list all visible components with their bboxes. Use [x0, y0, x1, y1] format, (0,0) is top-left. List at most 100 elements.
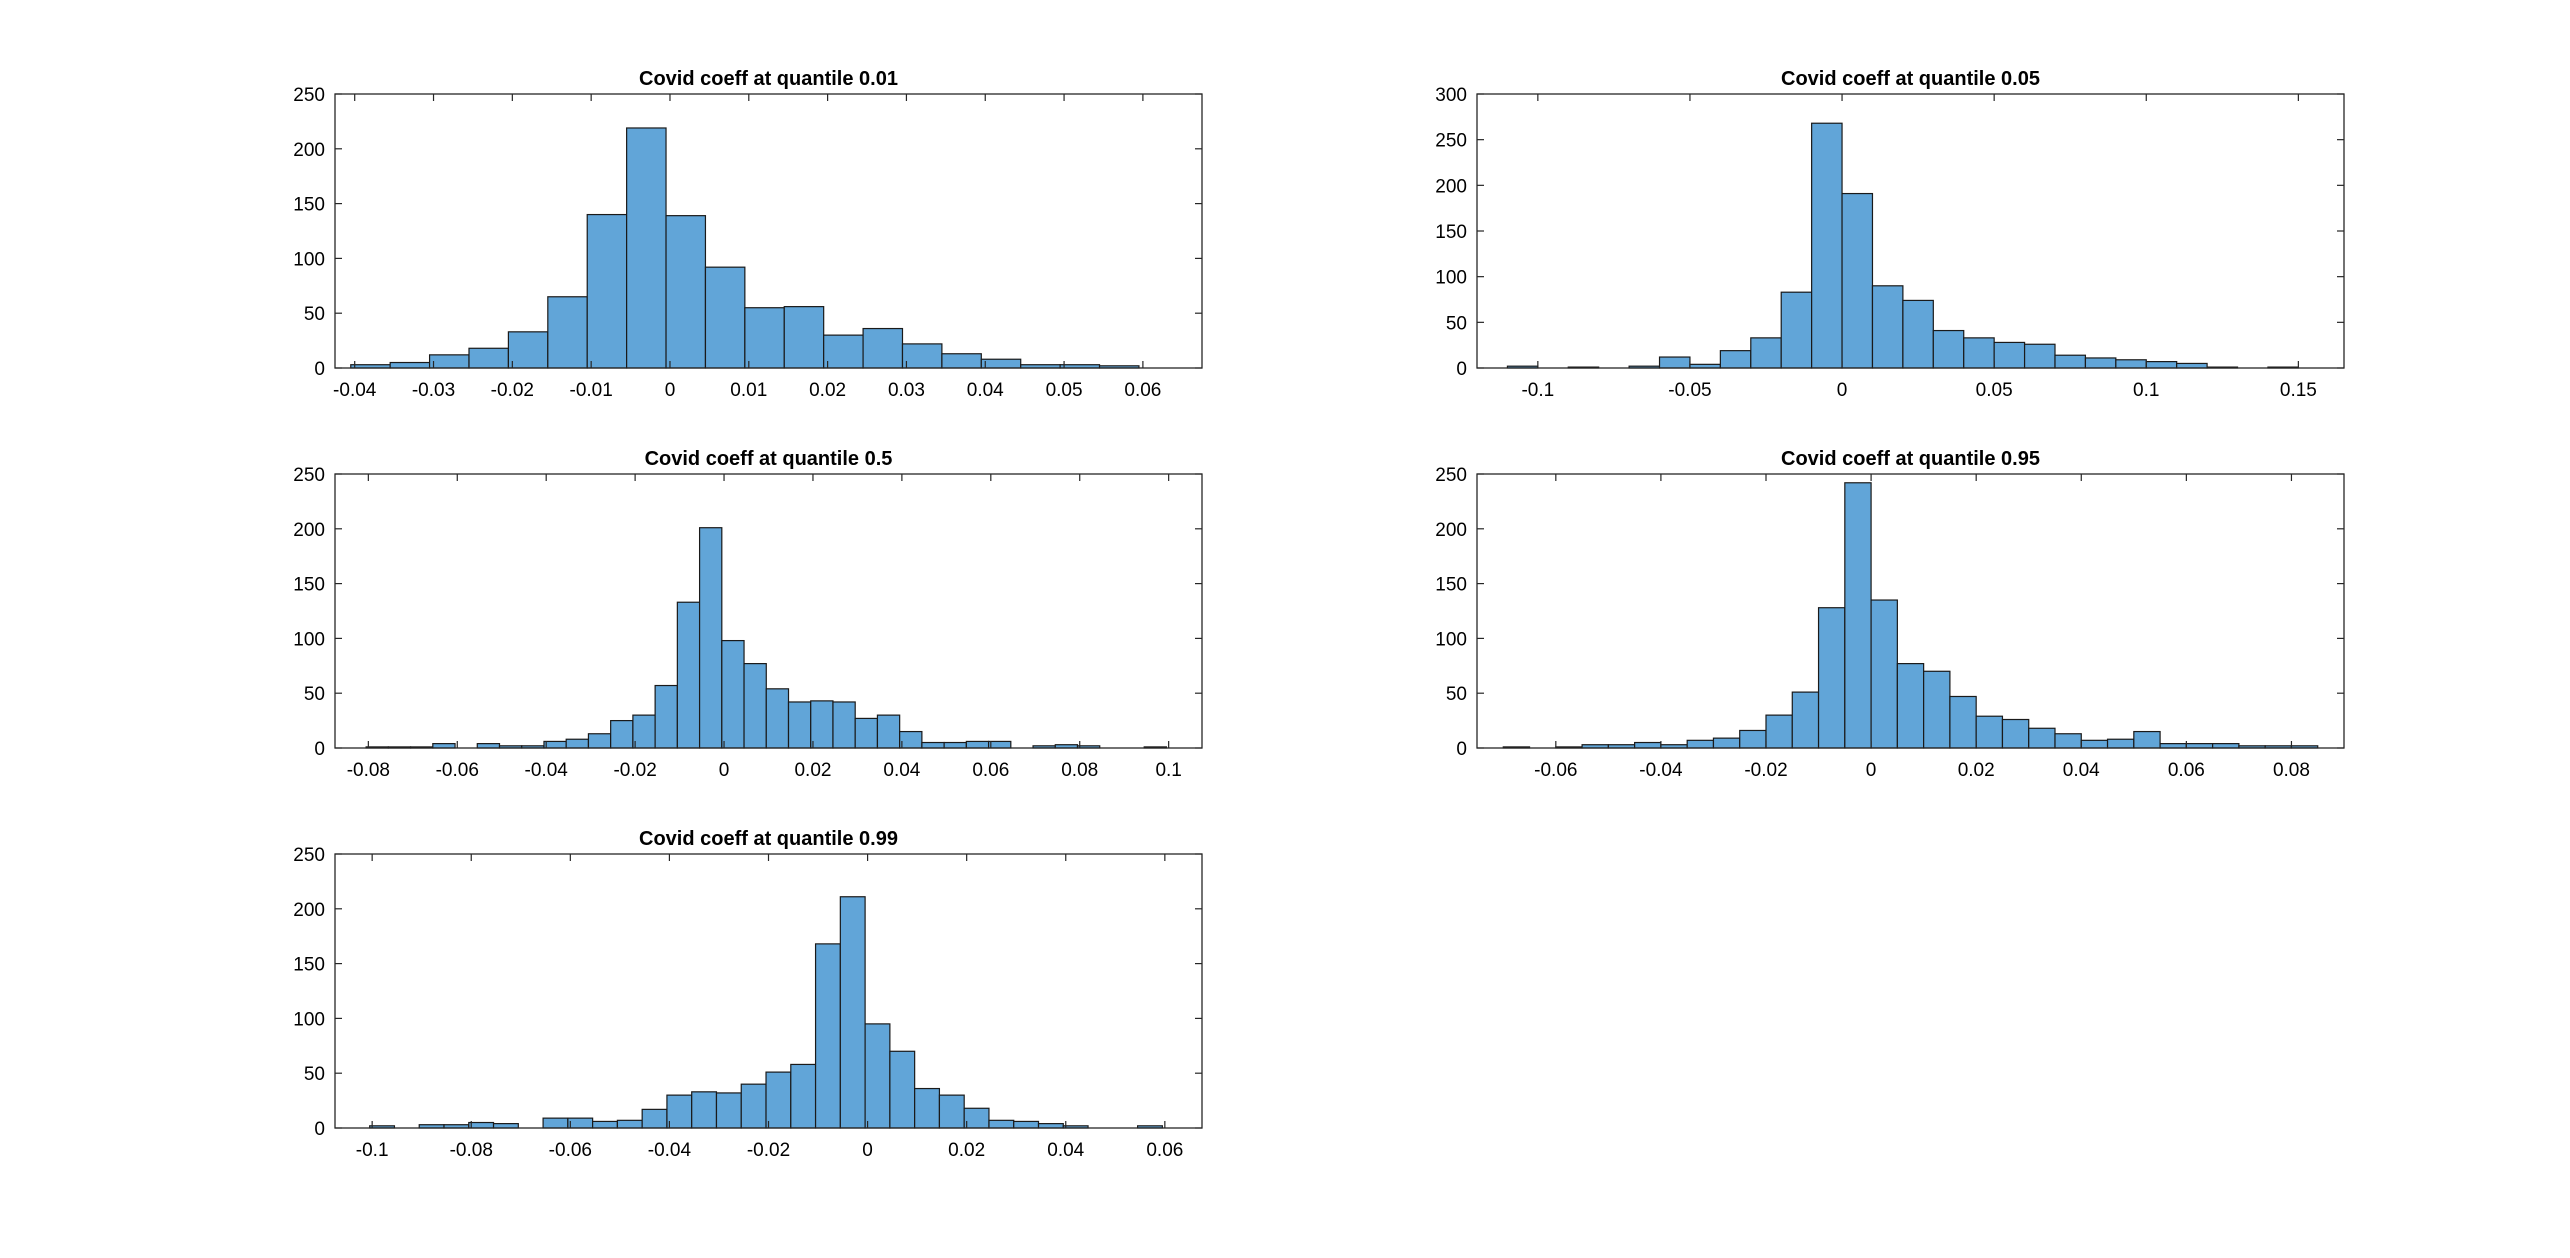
histogram-bar	[654, 684, 678, 749]
histogram-bar	[810, 700, 834, 749]
histogram-bar	[715, 1092, 742, 1129]
x-tick-label: -0.04	[333, 380, 377, 401]
y-tick-label: 250	[293, 85, 325, 106]
histogram-bar	[721, 639, 745, 749]
histogram-bar	[468, 347, 509, 369]
histogram-bar	[665, 215, 707, 369]
x-tick-label: -0.05	[1668, 380, 1711, 401]
histogram-bars	[369, 896, 1163, 1129]
x-tick-label: 0.06	[972, 760, 1009, 781]
histogram-bar	[943, 741, 967, 749]
x-tick-label: 0.05	[1976, 380, 2013, 401]
x-tick-label: 0.08	[1061, 760, 1098, 781]
histogram-bar	[676, 601, 701, 749]
histogram-bar	[1686, 739, 1715, 749]
y-tick-label: 0	[314, 359, 325, 380]
y-tick-label: 50	[304, 684, 325, 705]
histogram-bar	[921, 741, 945, 749]
histogram-bar	[876, 714, 901, 749]
histogram-bar	[1844, 482, 1872, 749]
histogram-bar	[823, 334, 864, 369]
x-tick-label: 0.04	[883, 760, 920, 781]
y-tick-label: 50	[304, 1064, 325, 1085]
x-tick-label: 0.1	[2133, 380, 2159, 401]
chart-title: Covid coeff at quantile 0.95	[1781, 448, 2040, 470]
histogram-bar	[2212, 743, 2240, 749]
histogram-bar	[2054, 733, 2082, 749]
histogram-bar	[963, 1107, 990, 1129]
histogram-bar	[428, 354, 470, 369]
histogram-bar	[1993, 341, 2026, 369]
histogram-bar	[507, 331, 549, 369]
histogram-bar	[740, 1083, 767, 1129]
x-tick-label: 0.06	[2168, 760, 2205, 781]
y-tick-label: 0	[314, 1119, 325, 1140]
histogram-bar	[1013, 1120, 1040, 1129]
histogram-bar	[2084, 357, 2117, 369]
histogram-bar	[2023, 343, 2056, 369]
histogram-bar	[592, 1120, 618, 1129]
chart-title: Covid coeff at quantile 0.01	[639, 68, 898, 90]
histogram-bar	[854, 717, 879, 749]
histogram-bar	[787, 701, 812, 749]
histogram-bar	[587, 733, 612, 749]
histogram-bar	[765, 688, 790, 749]
histogram-bar	[586, 213, 628, 369]
histogram-bar	[1902, 299, 1934, 369]
y-tick-label: 250	[293, 845, 325, 866]
histogram-bar	[1719, 350, 1752, 369]
x-tick-label: 0	[719, 760, 730, 781]
histogram-bar	[1037, 1123, 1064, 1129]
x-tick-label: 0.02	[948, 1140, 985, 1161]
subplot-quantile-0-5: Covid coeff at quantile 0.5 -0.08 -0.06 -0.…	[293, 448, 1203, 781]
y-tick-label: 150	[293, 955, 325, 976]
y-tick-label: 50	[1446, 313, 1467, 334]
histogram-bar	[1923, 670, 1951, 749]
histogram-bar	[2054, 354, 2087, 369]
x-tick-label: 0	[1866, 760, 1877, 781]
y-tick-label: 200	[293, 520, 325, 541]
histogram-bar	[565, 738, 590, 749]
histogram-bars	[365, 527, 1168, 749]
y-tick-label: 200	[1435, 520, 1467, 541]
histogram-bar	[610, 719, 634, 749]
y-tick-label: 200	[293, 140, 325, 161]
histogram-bar	[938, 1094, 965, 1129]
x-tick-label: 0.04	[2063, 760, 2100, 781]
histogram-bar	[632, 714, 656, 749]
y-tick-label: 100	[1435, 629, 1467, 650]
x-tick-label: -0.08	[347, 760, 390, 781]
histogram-bar	[1841, 192, 1874, 369]
histogram-bar	[1634, 741, 1662, 749]
histogram-bar	[783, 306, 825, 369]
histogram-bar	[864, 1023, 891, 1129]
histogram-bar	[2106, 738, 2135, 749]
histogram-bars	[1506, 122, 2299, 369]
x-tick-label: -0.03	[412, 380, 455, 401]
x-tick-label: 0.08	[2273, 760, 2310, 781]
y-tick-label: 300	[1435, 85, 1467, 106]
x-tick-label: 0.06	[1124, 380, 1161, 401]
x-tick-label: 0.1	[1155, 760, 1181, 781]
histogram-bars	[1502, 482, 2319, 749]
chart-title: Covid coeff at quantile 0.05	[1781, 68, 2040, 90]
subplot-quantile-0-05: Covid coeff at quantile 0.05 -0.1 -0.05 0 0.…	[1435, 68, 2345, 401]
y-tick-label: 150	[1435, 575, 1467, 596]
histogram-bar	[1932, 329, 1965, 369]
histogram-bar	[2176, 362, 2208, 369]
histogram-bar	[626, 127, 667, 369]
histogram-bar	[2001, 718, 2030, 749]
histogram-bar	[2185, 743, 2214, 749]
histogram-bar	[543, 740, 567, 749]
x-tick-label: 0.03	[888, 380, 925, 401]
histogram-bar	[542, 1117, 569, 1129]
histogram-bar	[901, 343, 943, 369]
histogram-bar	[1739, 729, 1767, 749]
histogram-bar	[704, 266, 746, 369]
subplot-quantile-0-01: Covid coeff at quantile 0.01 -0.04 -0.03 -0…	[293, 68, 1203, 401]
histogram-bar	[389, 361, 431, 369]
y-tick-label: 250	[1435, 131, 1467, 152]
histogram-bar	[965, 740, 990, 749]
histogram-bar	[616, 1119, 643, 1129]
histogram-bar	[744, 307, 785, 369]
